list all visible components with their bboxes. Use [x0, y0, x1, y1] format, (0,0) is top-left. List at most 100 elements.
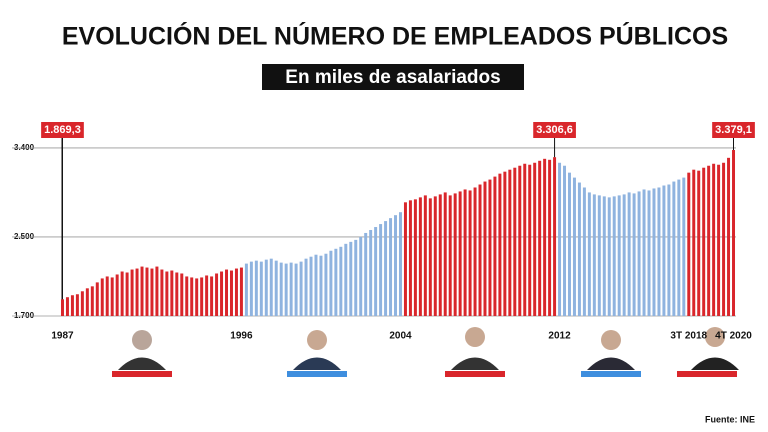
- bar: [284, 263, 288, 316]
- chart-subtitle: En miles de asalariados: [285, 67, 500, 88]
- source: Fuente: INE: [705, 414, 755, 424]
- bar: [279, 262, 283, 316]
- bar: [364, 232, 368, 316]
- value-label-text: 3.306,6: [536, 124, 573, 136]
- bar: [657, 187, 661, 316]
- x-tick-label: 1987: [51, 331, 74, 342]
- bar: [732, 150, 736, 316]
- bar: [135, 268, 139, 316]
- bar: [379, 224, 383, 316]
- bar: [115, 274, 119, 316]
- bar: [617, 195, 621, 316]
- bar: [697, 170, 701, 316]
- bar: [150, 268, 154, 316]
- bar: [572, 177, 576, 316]
- bar: [483, 181, 487, 316]
- bar: [185, 276, 189, 316]
- bar: [587, 192, 591, 316]
- bar: [229, 270, 233, 316]
- bar: [558, 162, 562, 316]
- bar: [165, 271, 169, 316]
- label-box: [41, 122, 84, 138]
- bar: [647, 190, 651, 316]
- bar: [448, 195, 452, 316]
- bar: [264, 259, 268, 316]
- bar: [145, 267, 149, 316]
- bar: [503, 171, 507, 316]
- bar: [652, 188, 656, 316]
- bar: [607, 197, 611, 316]
- bar: [622, 194, 626, 316]
- bar: [533, 162, 537, 316]
- bar: [374, 227, 378, 316]
- bar: [543, 158, 547, 316]
- bar: [170, 270, 174, 316]
- bar: [458, 191, 462, 316]
- bar: [538, 160, 542, 316]
- bar: [85, 288, 89, 316]
- bar: [548, 159, 552, 316]
- bar: [438, 194, 442, 316]
- bar: [195, 278, 199, 316]
- bar: [468, 190, 472, 316]
- bar: [602, 196, 606, 316]
- bar: [523, 163, 527, 316]
- bar: [717, 164, 721, 316]
- value-label: 3.379,1: [712, 122, 755, 138]
- portrait: [112, 330, 172, 377]
- bar: [597, 195, 601, 316]
- bar: [155, 266, 159, 316]
- bar: [443, 192, 447, 316]
- bar: [722, 162, 726, 316]
- bar: [200, 277, 204, 316]
- x-tick-label: 2012: [548, 331, 571, 342]
- bar: [498, 173, 502, 316]
- bar: [140, 266, 144, 316]
- portrait: [677, 327, 739, 377]
- bar: [334, 248, 338, 316]
- bar: [403, 202, 407, 316]
- bar: [592, 194, 596, 316]
- bar: [105, 276, 109, 316]
- bar: [244, 263, 248, 316]
- value-label: 1.869,3: [41, 122, 84, 138]
- bar: [667, 184, 671, 316]
- x-tick-label: 2004: [389, 331, 412, 342]
- bar: [324, 253, 328, 316]
- bar: [354, 239, 358, 316]
- bar: [110, 277, 114, 316]
- bar: [359, 236, 363, 316]
- bar: [100, 278, 104, 316]
- x-tick-label: 4T 2020: [715, 331, 752, 342]
- bar: [344, 243, 348, 316]
- bar: [567, 172, 571, 316]
- chart-title: EVOLUCIÓN DEL NÚMERO DE EMPLEADOS PÚBLIC…: [62, 21, 728, 51]
- bar: [225, 269, 229, 316]
- x-tick-label: 3T 2018: [670, 331, 707, 342]
- bar: [210, 276, 214, 316]
- portraits: [112, 327, 739, 377]
- bar: [563, 165, 567, 316]
- bar: [234, 268, 238, 316]
- bar: [120, 271, 124, 316]
- bar: [553, 157, 557, 316]
- bar: [90, 286, 94, 316]
- bar: [712, 163, 716, 316]
- bar: [239, 267, 243, 316]
- bar: [130, 269, 134, 316]
- bar: [637, 191, 641, 316]
- bar: [528, 164, 532, 316]
- bar: [677, 179, 681, 316]
- bar: [692, 169, 696, 316]
- bar: [518, 165, 522, 316]
- bar: [220, 271, 224, 316]
- bar: [289, 262, 293, 316]
- bar: [329, 250, 333, 316]
- bar: [577, 182, 581, 316]
- bar: [175, 272, 179, 316]
- bar: [339, 246, 343, 316]
- bar: [682, 177, 686, 316]
- bar: [433, 196, 437, 316]
- label-box: [533, 122, 576, 138]
- portrait: [287, 330, 347, 377]
